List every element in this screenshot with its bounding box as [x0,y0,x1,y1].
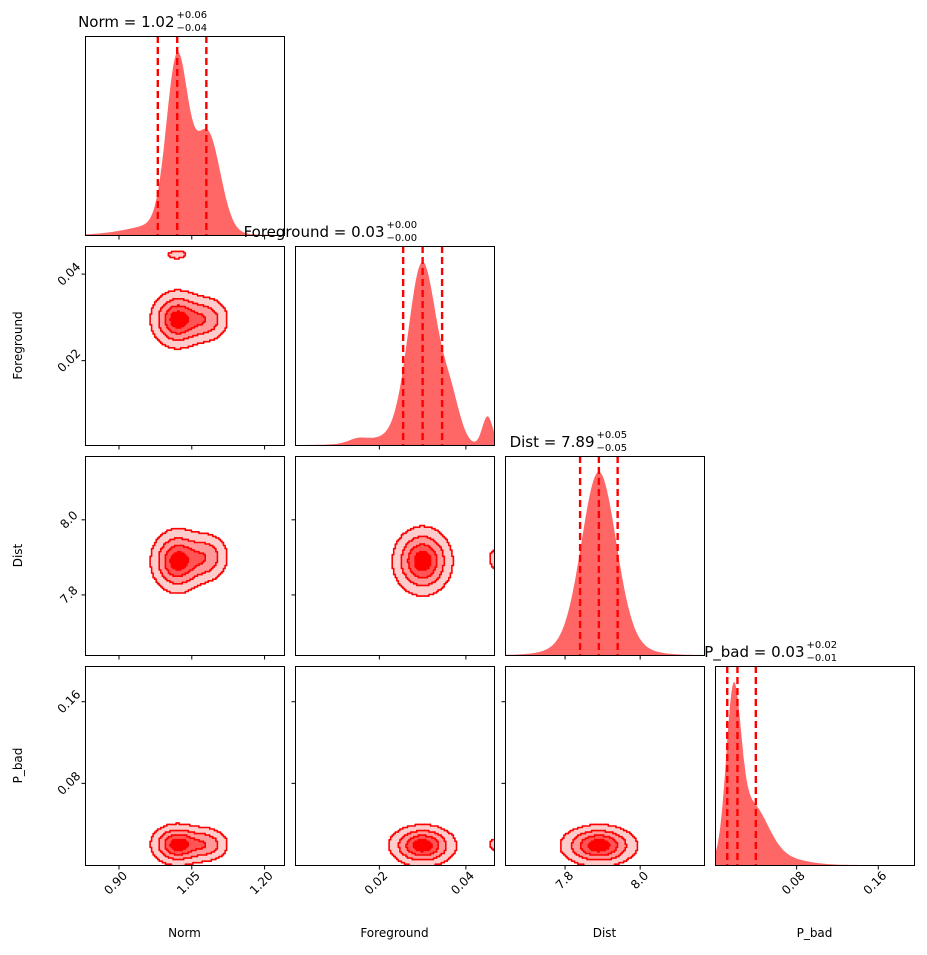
joint-Norm-P_bad [149,822,228,865]
panel-frame-1-1 [295,246,495,446]
histogram-fill-Foreground [295,262,494,445]
joint-Foreground-P_bad [388,823,494,865]
contour-line-0 [388,823,494,865]
panel-frame-0-0 [85,36,285,236]
contour-line-0 [149,822,228,865]
contour-line-3 [169,550,190,571]
contour-line-0 [149,527,228,594]
contour-line-1 [400,535,446,587]
ytick-label-Dist-1: 8.0 [57,508,80,531]
x-axis-Foreground: 0.02 0.04 Foreground [360,869,477,940]
panel-frame-3-1 [295,666,495,866]
x-axis-label-Dist: Dist [593,926,617,940]
xtick-label-P_bad-0: 0.08 [779,869,808,898]
x-axis-label-Norm: Norm [168,926,201,940]
contour-level-3 [413,839,433,853]
xtick-label-Dist-1: 8.0 [628,869,651,892]
xtick-label-Norm-2: 1.20 [247,869,276,898]
y-axis-Dist: 7.8 8.0 Dist [11,508,81,606]
contour-line-3 [414,550,432,571]
contour-line-3 [169,310,190,329]
contour-line-2 [164,304,206,335]
marginal-P_bad [715,666,914,865]
title-plus-Dist: +0.05 [597,430,628,441]
title-plus-Norm: +0.06 [177,10,208,21]
title-minus-Foreground: −0.00 [387,233,418,244]
y-axis-P_bad: 0.08 0.16 P_bad [11,687,83,797]
contour-line-3 [412,838,433,853]
contour-line-2 [164,834,206,856]
title-text-Foreground: Foreground = 0.03 [244,223,385,241]
contour-line-3 [587,838,611,853]
panel-frame-3-3 [715,666,915,866]
contour-line-2 [405,834,439,856]
panel-frame-2-0 [85,456,285,656]
title-minus-Dist: −0.05 [597,443,628,454]
contour-line-3 [169,838,190,852]
x-axis-label-Foreground: Foreground [360,926,428,940]
xtick-label-Dist-0: 7.8 [553,869,576,892]
marginal-Norm [85,36,284,235]
xtick-label-Norm-0: 0.90 [101,869,130,898]
y-axis-label-Dist: Dist [11,543,25,567]
ytick-label-Foreground-1: 0.04 [55,260,84,289]
contour-level-3 [415,551,431,571]
marginal-Foreground [295,246,494,445]
contour-level-3 [170,839,189,851]
histogram-fill-Norm [85,52,284,235]
joint-Norm-Dist [149,527,228,594]
title-Foreground: Foreground = 0.03 +0.00 −0.00 [244,220,418,244]
panel-frame-2-2 [505,456,705,656]
ytick-label-P_bad-1: 0.16 [55,687,84,716]
x-axis-P_bad: 0.08 0.16 P_bad [779,869,889,940]
panel-frame-3-0 [85,666,285,866]
contour-line-1 [570,829,628,861]
title-P_bad: P_bad = 0.03 +0.02 −0.01 [704,640,837,664]
xtick-label-Foreground-0: 0.02 [362,869,391,898]
contour-line-0 [560,823,639,865]
ytick-label-Foreground-0: 0.02 [55,346,84,375]
contour-line-0 [149,250,228,351]
joint-Foreground-Dist [391,524,494,597]
contour-line-0 [391,524,494,597]
contour-line-1 [397,829,447,861]
contour-line-1 [158,829,219,861]
panel-frame-2-1 [295,456,495,656]
ytick-label-P_bad-0: 0.08 [55,769,84,798]
title-plus-Foreground: +0.00 [387,220,418,231]
x-axis-Dist: 7.8 8.0 Dist [553,869,651,940]
marginal-Dist [505,456,704,655]
x-axis-label-P_bad: P_bad [797,926,833,940]
xtick-label-P_bad-1: 0.16 [861,869,890,898]
panel-frame-1-0 [85,246,285,446]
title-Dist: Dist = 7.89 +0.05 −0.05 [510,430,628,454]
x-axis-Norm: 0.90 1.05 1.20 Norm [101,869,275,940]
title-text-Dist: Dist = 7.89 [510,433,595,451]
histogram-fill-Dist [505,472,704,655]
joint-Norm-Foreground [149,250,228,351]
y-axis-label-Foreground: Foreground [11,311,25,379]
contour-level-3 [170,551,189,571]
contour-line-2 [580,834,619,856]
histogram-fill-P_bad [715,682,914,865]
xtick-label-Foreground-1: 0.04 [448,869,477,898]
xtick-label-Norm-1: 1.05 [174,869,203,898]
contour-line-2 [164,544,206,577]
title-Norm: Norm = 1.02 +0.06 −0.04 [78,10,207,34]
title-minus-Norm: −0.04 [177,23,208,34]
title-minus-P_bad: −0.01 [807,653,838,664]
contour-line-2 [406,543,438,579]
contour-line-1 [158,537,219,585]
y-axis-Foreground: 0.02 0.04 Foreground [11,260,83,380]
title-text-Norm: Norm = 1.02 [78,13,174,31]
title-text-P_bad: P_bad = 0.03 [704,643,804,662]
ytick-label-Dist-0: 7.8 [57,583,80,606]
title-plus-P_bad: +0.02 [807,640,838,651]
panel-frame-3-2 [505,666,705,866]
y-axis-label-P_bad: P_bad [11,748,25,784]
contour-line-1 [158,298,219,341]
joint-Dist-P_bad [560,823,639,865]
